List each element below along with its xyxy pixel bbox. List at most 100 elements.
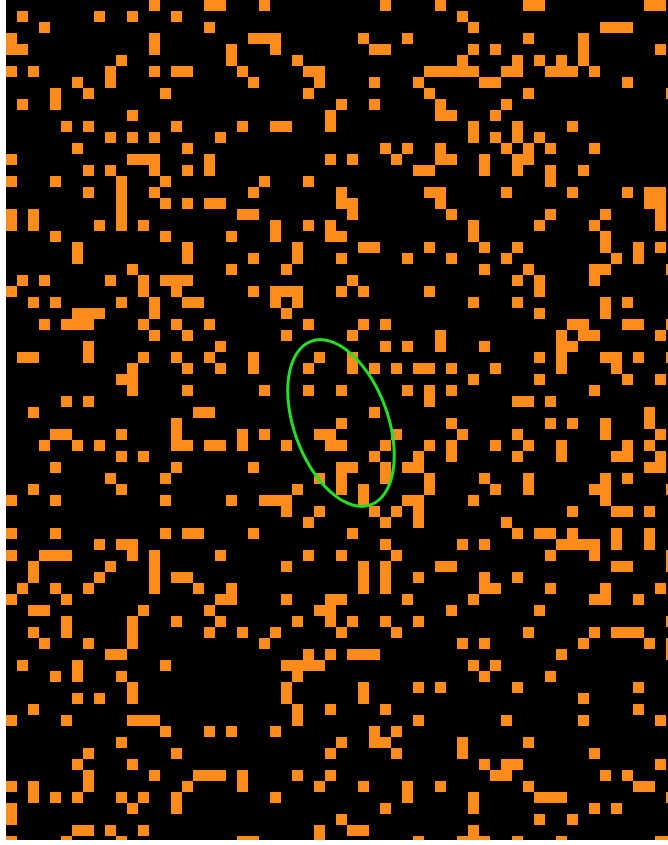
cell <box>369 506 380 517</box>
cell <box>567 187 578 198</box>
cell <box>6 209 17 220</box>
cell <box>534 814 545 825</box>
cell <box>380 44 391 55</box>
cell <box>523 396 534 407</box>
cell <box>369 649 380 660</box>
cell <box>622 22 633 33</box>
cell <box>248 209 259 220</box>
cell <box>336 187 347 198</box>
cell <box>611 352 622 363</box>
cell <box>281 693 292 704</box>
cell <box>479 165 490 176</box>
cell <box>512 275 523 286</box>
cell <box>523 440 534 451</box>
cell <box>127 264 138 275</box>
cell <box>512 682 523 693</box>
cell <box>6 66 17 77</box>
cell <box>127 616 138 627</box>
cell <box>512 55 523 66</box>
cell <box>644 440 655 451</box>
cell <box>424 440 435 451</box>
cell <box>149 550 160 561</box>
cell <box>424 187 435 198</box>
cell <box>248 286 259 297</box>
cell <box>413 506 424 517</box>
cell <box>490 132 501 143</box>
cell <box>567 539 578 550</box>
cell <box>116 539 127 550</box>
cell <box>314 352 325 363</box>
cell <box>435 99 446 110</box>
cell <box>501 66 512 77</box>
cell <box>83 748 94 759</box>
cell <box>424 242 435 253</box>
cell <box>83 638 94 649</box>
cell <box>380 704 391 715</box>
cell <box>380 462 391 473</box>
cell <box>6 836 17 840</box>
cell <box>6 803 17 814</box>
cell <box>171 319 182 330</box>
cell <box>149 33 160 44</box>
cell <box>567 66 578 77</box>
cell <box>336 814 347 825</box>
cell <box>402 33 413 44</box>
cell <box>556 539 567 550</box>
cell <box>479 77 490 88</box>
cell <box>611 22 622 33</box>
cell <box>358 484 369 495</box>
cell <box>116 792 127 803</box>
cell <box>545 792 556 803</box>
cell <box>336 627 347 638</box>
cell <box>325 770 336 781</box>
cell <box>402 792 413 803</box>
cell <box>380 583 391 594</box>
cell <box>457 539 468 550</box>
cell <box>61 627 72 638</box>
cell <box>6 594 17 605</box>
cell <box>270 792 281 803</box>
cell <box>611 561 622 572</box>
cell <box>446 440 457 451</box>
cell <box>160 495 171 506</box>
cell <box>72 671 83 682</box>
cell <box>545 671 556 682</box>
cell <box>171 121 182 132</box>
cell <box>622 506 633 517</box>
cell <box>556 451 567 462</box>
cell <box>314 506 325 517</box>
cell <box>534 286 545 297</box>
cell <box>523 154 534 165</box>
cell <box>424 88 435 99</box>
cell <box>182 66 193 77</box>
cell <box>149 0 160 11</box>
cell <box>600 770 611 781</box>
cell <box>600 594 611 605</box>
cell <box>578 319 589 330</box>
cell <box>600 583 611 594</box>
cell <box>446 363 457 374</box>
cell <box>490 110 501 121</box>
cell <box>94 539 105 550</box>
cell <box>138 352 149 363</box>
cell <box>468 836 479 840</box>
cell <box>435 781 446 792</box>
cell <box>50 462 61 473</box>
cell <box>116 187 127 198</box>
cell <box>622 451 633 462</box>
cell <box>589 143 600 154</box>
cell <box>182 781 193 792</box>
cell <box>501 759 512 770</box>
cell <box>182 572 193 583</box>
cell <box>259 429 270 440</box>
cell <box>589 220 600 231</box>
cell <box>127 363 138 374</box>
cell <box>545 583 556 594</box>
cell <box>72 308 83 319</box>
cell <box>347 528 358 539</box>
cell <box>116 297 127 308</box>
cell <box>358 583 369 594</box>
cell <box>534 132 545 143</box>
cell <box>314 429 325 440</box>
cell <box>248 253 259 264</box>
